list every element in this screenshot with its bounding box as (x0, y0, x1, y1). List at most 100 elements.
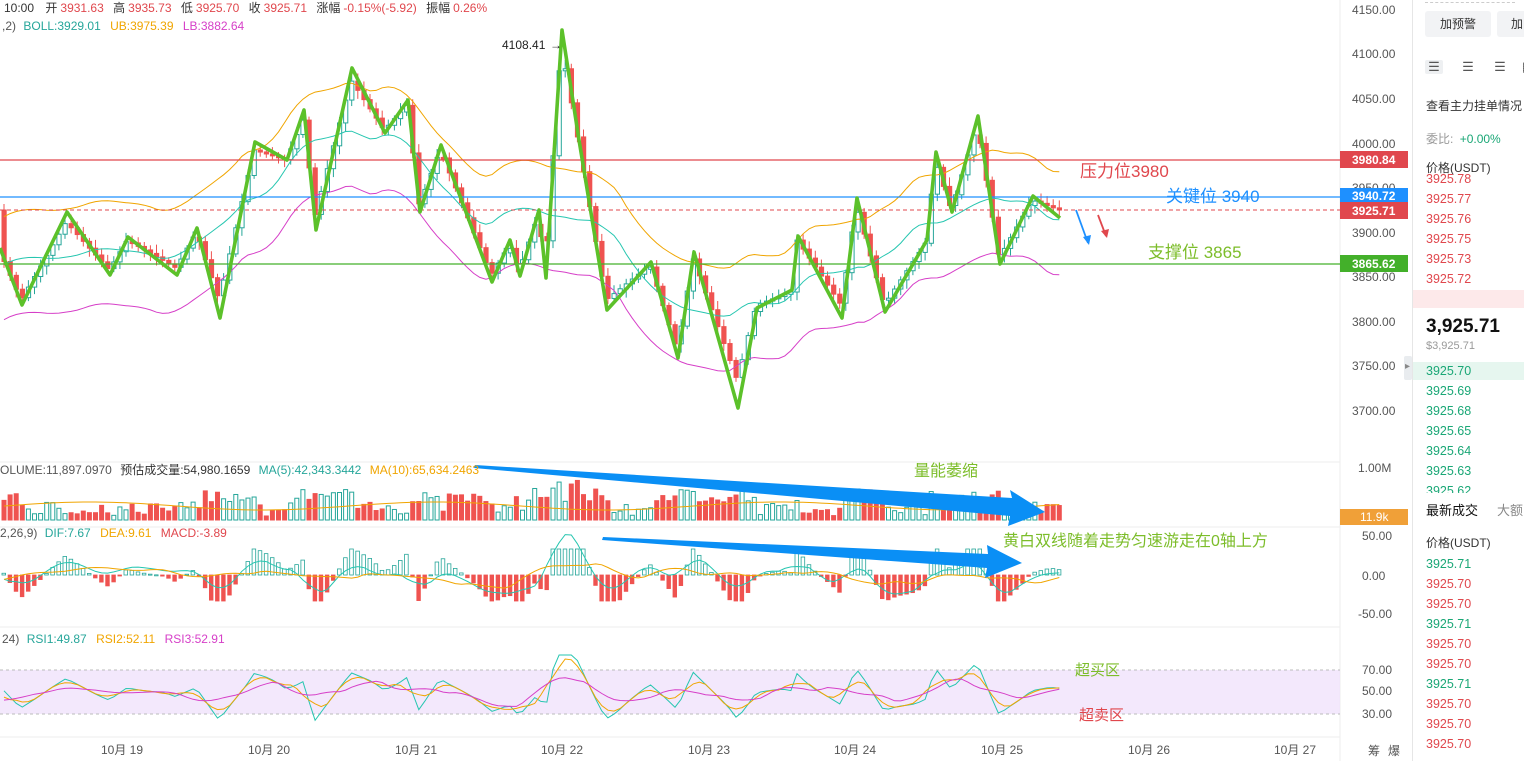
macd-bar (300, 559, 305, 576)
ask-row[interactable]: 3925.72 (1426, 272, 1472, 286)
volume-bar (666, 500, 672, 521)
trades-header: 价格(USDT) (1426, 536, 1491, 550)
add-button[interactable]: 加 (1497, 11, 1524, 37)
macd-bar (1014, 574, 1019, 590)
macd-bar (947, 567, 952, 576)
macd-bar (117, 574, 122, 577)
volume-bar (398, 513, 403, 521)
macd-bar (861, 556, 867, 576)
support-price-tag: 3865.62 (1340, 255, 1408, 272)
support-annotation: 支撑位 3865 (1148, 243, 1242, 262)
volume-bar (678, 489, 684, 521)
bid-row[interactable]: 3925.69 (1426, 384, 1472, 398)
bid-row[interactable]: 3925.68 (1426, 404, 1472, 418)
volume-bar (154, 503, 159, 521)
macd-bar (1032, 571, 1037, 576)
macd-bar (477, 574, 482, 590)
candle (489, 262, 495, 274)
ask-row[interactable]: 3925.75 (1426, 232, 1472, 246)
volume-bar (818, 509, 824, 521)
add-alert-button[interactable]: 加预警 (1425, 11, 1491, 37)
candle (715, 309, 721, 328)
tab-latest-trades[interactable]: 最新成交 (1426, 503, 1479, 518)
macd-bar (788, 572, 793, 576)
volume-bar (178, 502, 184, 521)
volume-bar (111, 514, 117, 521)
trade-row: 3925.71 (1426, 677, 1472, 691)
view-orders-link[interactable]: 查看主力挂单情况 (1426, 99, 1523, 113)
svg-text:3980.84: 3980.84 (1352, 153, 1396, 167)
ask-row[interactable]: 3925.73 (1426, 252, 1472, 266)
volume-bar (794, 500, 800, 521)
orderbook-buy-icon[interactable]: ☰ (1462, 59, 1474, 74)
volume-bar (593, 488, 599, 521)
volume-bar (849, 500, 855, 521)
kline-chart[interactable]: 4108.41 → 压力位3980 关键位 3940 支撑位 3865 量能萎缩… (0, 0, 1412, 761)
volume-bar (556, 481, 562, 521)
bid-row[interactable]: 3925.65 (1426, 424, 1472, 438)
orderbook-both-icon[interactable]: ☰ (1425, 60, 1443, 74)
ask-row[interactable]: 3925.76 (1426, 212, 1472, 226)
macd-bar (330, 574, 336, 581)
volume-bar (196, 507, 202, 521)
volume-bar (251, 496, 257, 521)
ask-row[interactable]: 3925.78 (1426, 172, 1472, 186)
volume-bar (568, 483, 574, 521)
svg-text:10月 25: 10月 25 (981, 743, 1023, 757)
macd-bar (520, 574, 525, 602)
volume-bar (654, 500, 660, 521)
macd-bar (538, 574, 543, 590)
trade-row: 3925.70 (1426, 597, 1472, 611)
volume-bar (208, 501, 214, 521)
chips-icon[interactable]: 筹 (1368, 744, 1380, 758)
macd-bar (898, 574, 903, 596)
macd-bar (105, 574, 110, 587)
volume-bar (703, 500, 708, 521)
macd-bar (1038, 570, 1043, 576)
candle (721, 326, 727, 345)
macd-bar (562, 548, 568, 576)
volume-bar (7, 494, 13, 521)
volume-bar (825, 509, 830, 521)
bid-row[interactable]: 3925.70 (1426, 364, 1472, 378)
macd-bar (532, 574, 537, 584)
macd-bar (434, 561, 440, 576)
macd-bar (184, 573, 189, 576)
burst-icon[interactable]: 爆 (1388, 744, 1400, 758)
volume-bar (227, 500, 233, 521)
macd-bar (25, 574, 31, 592)
panel-splitter[interactable]: ▸ (1404, 356, 1412, 380)
volume-bar (800, 512, 806, 521)
macd-bar (324, 574, 330, 593)
bid-row[interactable]: 3925.63 (1426, 464, 1472, 478)
candle (727, 343, 733, 361)
macd-bar (1044, 568, 1050, 576)
last-price: 3,925.71 (1426, 316, 1500, 337)
ask-row[interactable]: 3925.77 (1426, 192, 1472, 206)
volume-bar (160, 507, 166, 521)
tab-big-trades[interactable]: 大额 (1497, 503, 1524, 518)
volume-bar (922, 514, 928, 521)
grid-icon[interactable]: ▦ (1519, 60, 1524, 74)
macd-bar (233, 574, 238, 585)
date-axis: 10月 19 10月 20 10月 21 10月 22 10月 23 10月 2… (101, 743, 1316, 757)
macd-bar (154, 574, 159, 577)
macd-bar (556, 548, 562, 576)
macd-bar (697, 554, 702, 576)
trade-row: 3925.70 (1426, 637, 1472, 651)
macd-bar (99, 574, 104, 583)
volume-ma-line (3, 501, 1060, 511)
macd-bar (623, 574, 629, 592)
macd-bar (581, 548, 586, 576)
volume-bar (74, 513, 80, 521)
bid-row[interactable]: 3925.64 (1426, 444, 1472, 458)
volume-bar (141, 513, 147, 521)
candle (215, 277, 221, 297)
volume-bar (471, 493, 477, 521)
orderbook-sell-icon[interactable]: ☰ (1494, 59, 1506, 74)
svg-text:10月 19: 10月 19 (101, 743, 143, 757)
ratio-row: 委比: +0.00% (1426, 132, 1501, 146)
volume-bar (62, 513, 68, 521)
candle (837, 293, 843, 304)
volume-bar (99, 504, 105, 521)
